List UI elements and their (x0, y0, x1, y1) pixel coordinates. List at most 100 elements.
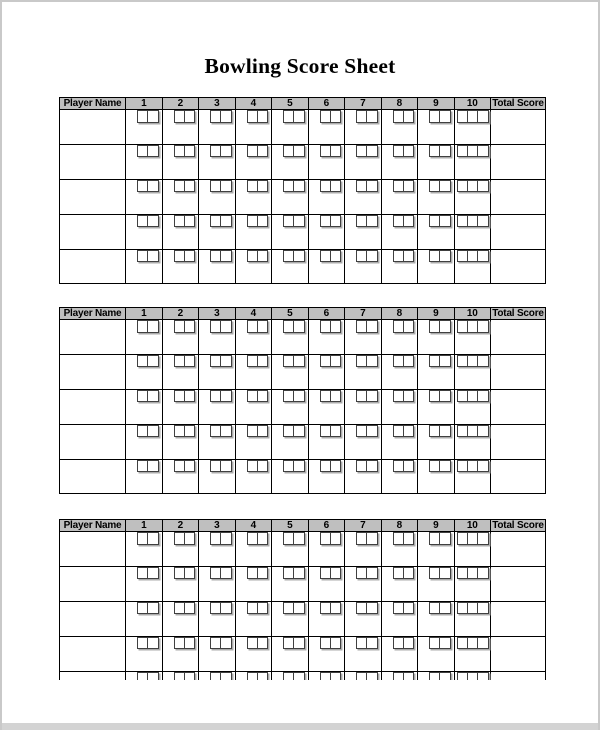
throw-box (402, 601, 414, 615)
throw-boxes (345, 671, 381, 680)
frame-cell (344, 600, 382, 637)
player-name-cell (59, 353, 126, 390)
player-row (59, 319, 546, 355)
frame-number-header: 1 (125, 307, 163, 320)
throw-boxes (455, 249, 491, 263)
throw-boxes (126, 424, 162, 438)
score-table-2: Player Name 1 2 3 4 5 6 7 8 9 10 Total Score (59, 307, 546, 495)
throw-boxes (309, 459, 345, 473)
throw-boxes (236, 601, 272, 615)
throw-box (477, 424, 489, 438)
throw-box (439, 110, 451, 123)
throw-box (220, 424, 232, 438)
throw-box (329, 601, 341, 615)
frame-cell (234, 178, 272, 215)
header-row: Player Name 1 2 3 4 5 6 7 8 9 10 Total Score (59, 307, 546, 320)
throw-boxes (236, 389, 272, 403)
frame-cell (344, 143, 382, 180)
throw-box (439, 532, 451, 545)
throw-boxes (309, 566, 345, 580)
throw-box (329, 389, 341, 403)
throw-boxes (126, 389, 162, 403)
throw-boxes (309, 671, 345, 680)
throw-box (329, 110, 341, 123)
throw-boxes (126, 636, 162, 650)
frame-number-header: 4 (234, 307, 272, 320)
throw-box (293, 110, 305, 123)
frame-number-header: 2 (161, 307, 199, 320)
throw-box (439, 459, 451, 473)
frame-cell (344, 531, 382, 567)
frame-cell (234, 565, 272, 602)
frame-cell (453, 143, 491, 180)
throw-box (439, 636, 451, 650)
frame-cell (453, 670, 491, 680)
frame-cell (234, 423, 272, 460)
throw-box (220, 601, 232, 615)
frame-cell (125, 213, 163, 250)
frame-number-header: 9 (417, 519, 455, 532)
throw-boxes (236, 249, 272, 263)
throw-box (220, 389, 232, 403)
throw-box (402, 424, 414, 438)
throw-boxes (199, 459, 235, 473)
frame-cell (417, 248, 455, 285)
frame-cell (198, 423, 236, 460)
frame-cell (453, 109, 491, 145)
throw-boxes (382, 424, 418, 438)
throw-box (402, 144, 414, 158)
frame-number-header: 6 (307, 97, 345, 110)
frame-cell (453, 600, 491, 637)
score-table-1: Player Name 1 2 3 4 5 6 7 8 9 10 Total Score (59, 97, 546, 285)
throw-boxes (272, 459, 308, 473)
frame-cell (380, 143, 418, 180)
throw-box (477, 144, 489, 158)
throw-boxes (236, 110, 272, 123)
frame-cell (271, 319, 309, 355)
player-name-header: Player Name (59, 519, 126, 532)
frame-cell (453, 353, 491, 390)
player-row (59, 388, 546, 425)
throw-box (366, 532, 378, 545)
throw-box (147, 144, 159, 158)
frame-cell (161, 635, 199, 672)
throw-boxes (272, 532, 308, 545)
frame-number-header: 8 (380, 97, 418, 110)
frame-cell (307, 353, 345, 390)
frame-cell (453, 319, 491, 355)
throw-box (402, 459, 414, 473)
throw-boxes (382, 144, 418, 158)
frame-cell (453, 388, 491, 425)
total-score-cell (490, 423, 546, 460)
throw-box (183, 214, 195, 228)
throw-boxes (345, 636, 381, 650)
frame-cell (417, 565, 455, 602)
frame-cell (125, 670, 163, 680)
frame-number-header: 10 (453, 97, 491, 110)
throw-boxes (272, 179, 308, 193)
frame-cell (271, 388, 309, 425)
throw-boxes (272, 320, 308, 333)
throw-boxes (455, 214, 491, 228)
frame-cell (234, 213, 272, 250)
frame-cell (271, 670, 309, 680)
throw-box (439, 389, 451, 403)
player-row (59, 353, 546, 390)
frame-cell (344, 353, 382, 390)
throw-box (256, 532, 268, 545)
throw-boxes (126, 459, 162, 473)
throw-boxes (345, 389, 381, 403)
frame-cell (307, 143, 345, 180)
frame-cell (125, 178, 163, 215)
throw-box (147, 424, 159, 438)
frame-cell (125, 600, 163, 637)
player-row (59, 178, 546, 215)
frame-number-header: 1 (125, 519, 163, 532)
throw-box (183, 144, 195, 158)
frame-cell (161, 143, 199, 180)
throw-boxes (236, 671, 272, 680)
frame-number-header: 5 (271, 519, 309, 532)
frame-number-header: 3 (198, 519, 236, 532)
frame-cell (234, 248, 272, 285)
throw-box (183, 459, 195, 473)
